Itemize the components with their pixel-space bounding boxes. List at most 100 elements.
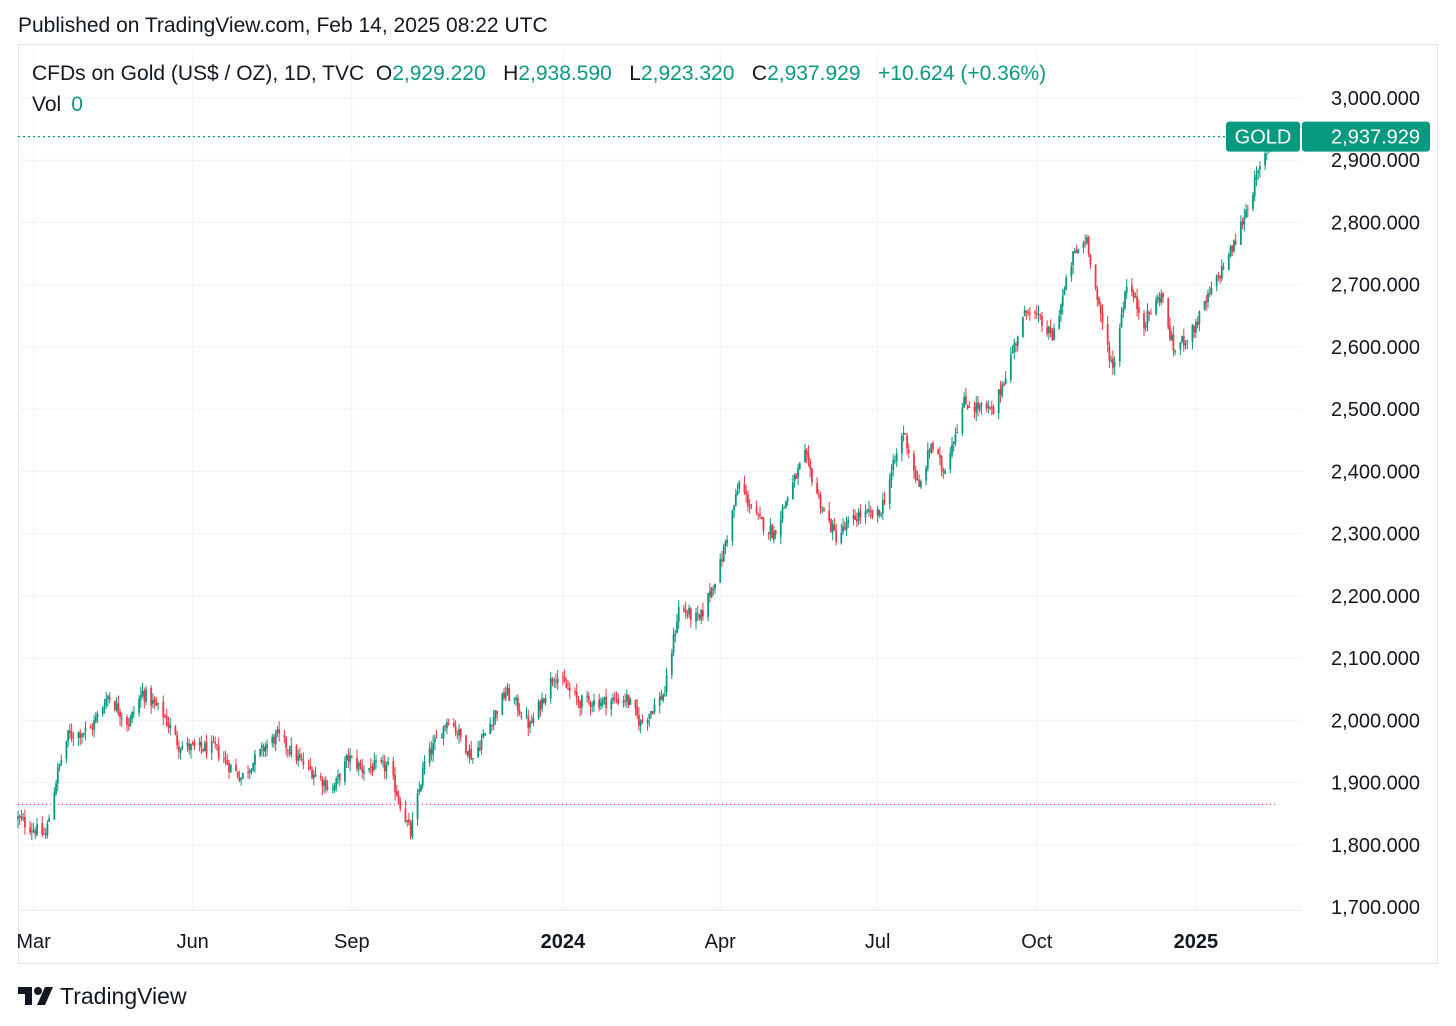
candle — [331, 783, 334, 794]
candle — [658, 691, 661, 714]
candle — [30, 822, 33, 841]
candle — [1198, 310, 1201, 332]
candle — [312, 769, 315, 786]
candle — [241, 772, 244, 780]
candle — [344, 755, 346, 786]
candle — [193, 738, 196, 751]
candle — [997, 389, 1000, 420]
candle — [646, 717, 649, 731]
tradingview-brand: TradingView — [60, 982, 187, 1009]
candle — [266, 739, 268, 756]
candle — [1025, 310, 1028, 320]
candle — [925, 465, 927, 486]
candle — [809, 457, 812, 478]
candle — [1122, 301, 1125, 318]
candle — [506, 683, 509, 697]
open-value: 2,929.220 — [392, 62, 486, 85]
candle — [1009, 347, 1012, 384]
candle — [624, 693, 627, 707]
candle — [977, 395, 979, 417]
candle — [350, 755, 353, 759]
candle — [714, 583, 716, 594]
candle — [906, 432, 908, 455]
candle — [1229, 244, 1232, 258]
candle — [615, 691, 618, 704]
candle — [598, 693, 601, 712]
candle — [520, 711, 523, 720]
candle — [1258, 161, 1261, 178]
candle — [363, 765, 365, 781]
candle — [1063, 286, 1066, 296]
candle — [264, 742, 267, 758]
candle — [599, 697, 602, 710]
candle — [843, 521, 846, 531]
candle — [408, 812, 410, 826]
candle — [612, 693, 614, 705]
candle — [459, 728, 462, 742]
y-tick-label: 2,700.000 — [1331, 275, 1420, 297]
candle — [565, 677, 568, 689]
candle — [361, 758, 364, 779]
candle — [387, 756, 390, 766]
candle — [831, 520, 834, 541]
candle — [1246, 205, 1249, 218]
candle — [968, 400, 971, 408]
candle — [1150, 308, 1152, 315]
candle — [940, 455, 943, 477]
candle — [141, 683, 144, 698]
low-value: 2,923.320 — [640, 62, 735, 85]
candle — [537, 699, 540, 720]
candle — [747, 490, 749, 512]
candle — [1156, 293, 1159, 304]
candle — [745, 484, 748, 503]
candle — [432, 735, 435, 762]
candle — [1003, 382, 1005, 388]
candle — [804, 443, 806, 463]
candle — [22, 813, 25, 822]
candle — [797, 463, 799, 486]
x-tick-label: 2024 — [541, 931, 586, 953]
candle — [285, 736, 287, 756]
candle — [636, 699, 639, 720]
candle — [1203, 301, 1206, 311]
candle — [830, 518, 832, 534]
price-tag-label: 2,937.929 — [1331, 127, 1420, 149]
candle — [601, 697, 604, 708]
candle — [447, 718, 450, 726]
candle — [1193, 325, 1196, 339]
candle — [1035, 304, 1038, 320]
candle — [698, 613, 701, 621]
candle — [68, 723, 71, 740]
candle — [1181, 335, 1183, 344]
candle — [683, 604, 685, 613]
candle — [1070, 261, 1073, 282]
candle — [686, 609, 689, 619]
candle — [1169, 317, 1171, 342]
candle — [1034, 310, 1036, 320]
candle — [952, 441, 955, 452]
candle — [926, 442, 929, 472]
candle — [883, 491, 886, 506]
candle — [719, 553, 722, 583]
candle — [937, 448, 940, 455]
candle — [132, 706, 135, 718]
candle — [1047, 325, 1050, 340]
candle — [634, 699, 637, 716]
candle — [593, 693, 595, 712]
candle — [335, 776, 338, 792]
candle — [695, 607, 697, 630]
candle — [1118, 323, 1121, 368]
footer[interactable]: TradingView — [18, 982, 187, 1010]
candle — [1053, 323, 1055, 341]
candle — [819, 491, 822, 515]
candle — [1172, 325, 1175, 357]
x-tick-label: Jun — [177, 931, 209, 953]
price-tag: GOLD 2,937.929 — [1226, 121, 1430, 152]
candle — [708, 583, 711, 603]
candle — [91, 722, 94, 736]
y-tick-label: 2,200.000 — [1331, 586, 1420, 608]
y-axis-labels: 1,700.000 1,800.000 1,900.000 2,000.000 2,10… — [1331, 88, 1420, 919]
candle — [337, 769, 339, 785]
candle — [504, 686, 507, 702]
